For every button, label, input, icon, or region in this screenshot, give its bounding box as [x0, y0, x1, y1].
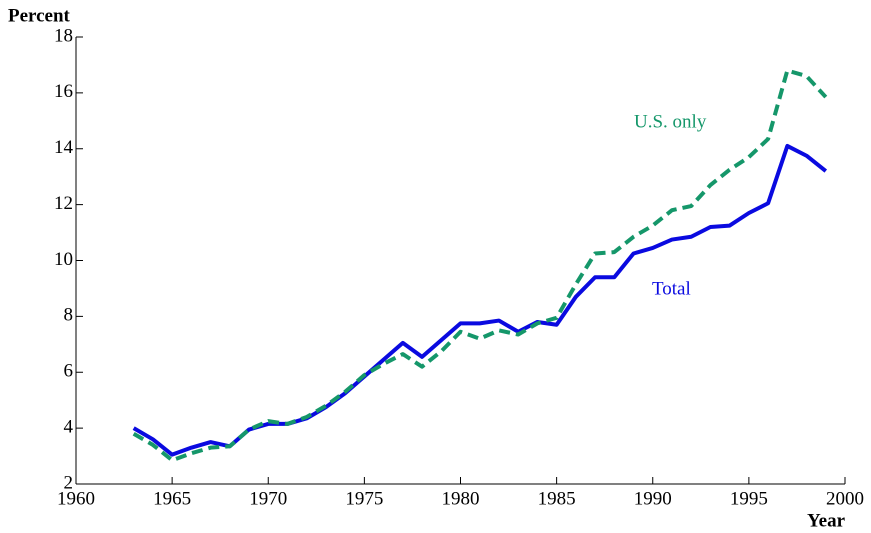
y-tick-label: 10	[54, 249, 73, 270]
series-label: U.S. only	[634, 111, 707, 132]
y-tick-label: 14	[54, 137, 74, 158]
x-tick-label: 2000	[826, 488, 864, 509]
x-tick-label: 1975	[345, 488, 383, 509]
y-tick-label: 16	[54, 81, 73, 102]
x-tick-label: 1985	[538, 488, 576, 509]
y-axis-label: Percent	[8, 5, 71, 26]
y-tick-label: 12	[54, 193, 73, 214]
y-tick-label: 8	[64, 305, 74, 326]
series-line	[132, 68, 828, 463]
y-tick-label: 4	[64, 416, 74, 437]
series-label: Total	[652, 278, 691, 299]
y-tick-label: 6	[64, 361, 74, 382]
x-axis-label: Year	[807, 510, 846, 531]
y-tick-label: 2	[64, 472, 74, 493]
x-tick-label: 1995	[730, 488, 768, 509]
y-tick-label: 18	[54, 25, 73, 46]
x-tick-label: 1980	[442, 488, 480, 509]
x-tick-label: 1970	[249, 488, 287, 509]
x-tick-label: 1990	[634, 488, 672, 509]
x-tick-label: 1965	[153, 488, 191, 509]
series-line	[132, 143, 828, 457]
x-tick-label: 1960	[57, 488, 95, 509]
